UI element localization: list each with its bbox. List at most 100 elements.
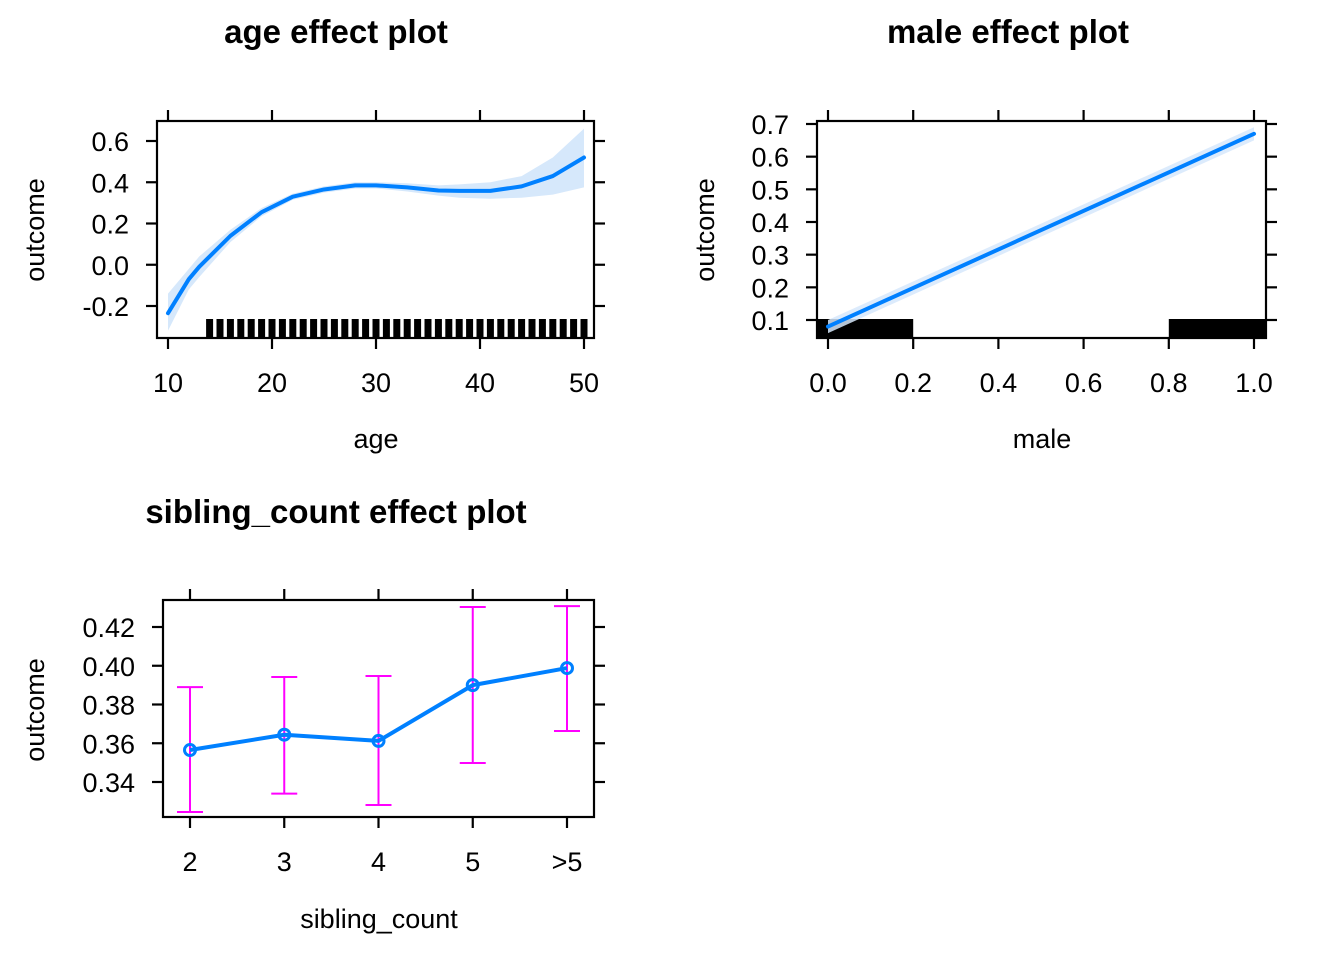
sibling-count-x-tick-label: 4 xyxy=(371,847,386,877)
age-y-axis-label: outcome xyxy=(20,178,50,282)
age-rug xyxy=(206,319,588,338)
age-rug-mark xyxy=(393,319,401,338)
male-y-axis-label: outcome xyxy=(690,178,720,282)
age-rug-mark xyxy=(570,319,578,338)
age-band-area xyxy=(168,128,584,331)
age-rug-mark xyxy=(476,319,484,338)
age-rug-mark xyxy=(528,319,536,338)
age-panel-title: age effect plot xyxy=(224,13,448,50)
male-y-tick-label: 0.1 xyxy=(751,306,789,336)
data-point-3 xyxy=(277,727,292,742)
age-rug-mark xyxy=(310,319,318,338)
sibling-count-x-tick-label: 3 xyxy=(277,847,292,877)
sibling-count-error-bars xyxy=(177,605,580,814)
age-fit-line xyxy=(166,155,586,316)
age-x-tick-label: 20 xyxy=(257,368,287,398)
male-panel-frame xyxy=(815,119,1268,340)
sibling-count-y-axis-label: outcome xyxy=(20,658,50,762)
age-rug-mark xyxy=(507,319,515,338)
male-x-tick-label: 0.6 xyxy=(1065,368,1103,398)
male-y-tick-label: 0.7 xyxy=(751,110,789,140)
age-fit-polyline xyxy=(166,155,586,316)
data-point-5 xyxy=(465,678,480,693)
sibling-count-y-tick-label: 0.36 xyxy=(82,729,135,759)
age-y-tick-label: 0.0 xyxy=(91,251,129,281)
male-y-tick-label: 0.4 xyxy=(751,208,789,238)
male-x-tick-label: 0.0 xyxy=(809,368,847,398)
male-fit-line xyxy=(826,131,1256,329)
age-rug-mark xyxy=(382,319,390,338)
sibling-count-x-axis-label: sibling_count xyxy=(300,904,458,934)
male-rug-bar xyxy=(1168,319,1266,338)
sibling-count-fit-polyline xyxy=(189,666,568,753)
age-rug-mark xyxy=(559,319,567,338)
age-rug-mark xyxy=(268,319,276,338)
sibling-count-effect-panel: sibling_count effect plot sibling_count … xyxy=(20,493,605,934)
male-y-tick-label: 0.2 xyxy=(751,273,789,303)
age-rug-mark xyxy=(216,319,224,338)
sibling-count-y-tick-label: 0.40 xyxy=(82,652,135,682)
age-y-tick-label: -0.2 xyxy=(82,292,129,322)
age-x-tick-label: 40 xyxy=(465,368,495,398)
sibling-count-x-tick-label: 5 xyxy=(465,847,480,877)
male-fit-polyline xyxy=(826,131,1256,329)
age-rug-mark xyxy=(320,319,328,338)
data-point-4 xyxy=(371,733,386,748)
age-rug-mark xyxy=(206,319,214,338)
age-x-tick-label: 50 xyxy=(569,368,599,398)
sibling-count-panel-title: sibling_count effect plot xyxy=(145,493,526,530)
age-rug-mark xyxy=(455,319,463,338)
age-rug-mark xyxy=(549,319,557,338)
age-rug-mark xyxy=(445,319,453,338)
sibling-count-y-tick-label: 0.38 xyxy=(82,691,135,721)
age-rug-mark xyxy=(330,319,338,338)
age-y-tick-label: 0.6 xyxy=(91,127,129,157)
sibling-count-y-tick-label: 0.34 xyxy=(82,768,135,798)
male-y-tick-label: 0.5 xyxy=(751,175,789,205)
age-rug-mark xyxy=(247,319,255,338)
age-rug-mark xyxy=(341,319,349,338)
sibling-count-x-tick-label: >5 xyxy=(552,847,583,877)
data-point->5 xyxy=(560,661,574,676)
age-rug-mark xyxy=(497,319,505,338)
male-axes: 0.0 0.2 0.4 0.6 0.8 1.00.10.20.30.40.50.60.7 xyxy=(751,110,1277,398)
age-rug-mark xyxy=(486,319,494,338)
sibling-count-panel-frame xyxy=(161,598,596,819)
age-x-axis-label: age xyxy=(353,424,398,454)
age-rug-mark xyxy=(362,319,370,338)
age-x-tick-label: 30 xyxy=(361,368,391,398)
age-rug-mark xyxy=(289,319,297,338)
male-x-tick-label: 0.4 xyxy=(980,368,1018,398)
age-rug-mark xyxy=(414,319,422,338)
sibling-count-y-tick-label: 0.42 xyxy=(82,613,135,643)
sibling-count-axes: 2 3 4 5 >5 0.34 0.36 0.38 0.40 0.42 xyxy=(82,589,605,877)
sibling-count-x-tick-label: 2 xyxy=(182,847,197,877)
age-rug-mark xyxy=(538,319,546,338)
age-axes: 10 20 30 40 50 -0.2 0.0 0.2 0.4 0.6 xyxy=(82,110,605,398)
age-rug-mark xyxy=(518,319,526,338)
age-rug-mark xyxy=(258,319,266,338)
age-effect-panel: age effect plot age outcome 10 20 30 40 50 -0… xyxy=(20,13,605,454)
age-rug-mark xyxy=(434,319,442,338)
data-point-2 xyxy=(183,743,197,758)
male-x-tick-label: 0.8 xyxy=(1150,368,1188,398)
male-x-tick-label: 0.2 xyxy=(894,368,932,398)
age-y-tick-label: 0.2 xyxy=(91,210,129,240)
age-panel-frame xyxy=(155,119,596,340)
age-rug-mark xyxy=(424,319,432,338)
age-rug-mark xyxy=(580,319,588,338)
male-x-axis-label: male xyxy=(1013,424,1072,454)
male-y-tick-label: 0.6 xyxy=(751,143,789,173)
age-rug-mark xyxy=(403,319,411,338)
age-y-tick-label: 0.4 xyxy=(91,168,129,198)
male-panel-title: male effect plot xyxy=(887,13,1129,50)
age-rug-mark xyxy=(351,319,359,338)
male-y-tick-label: 0.3 xyxy=(751,241,789,271)
age-rug-mark xyxy=(226,319,234,338)
sibling-count-fit-line xyxy=(189,666,568,753)
sibling-count-points xyxy=(183,661,574,758)
age-rug-mark xyxy=(466,319,474,338)
age-rug-mark xyxy=(299,319,307,338)
age-rug-mark xyxy=(278,319,286,338)
